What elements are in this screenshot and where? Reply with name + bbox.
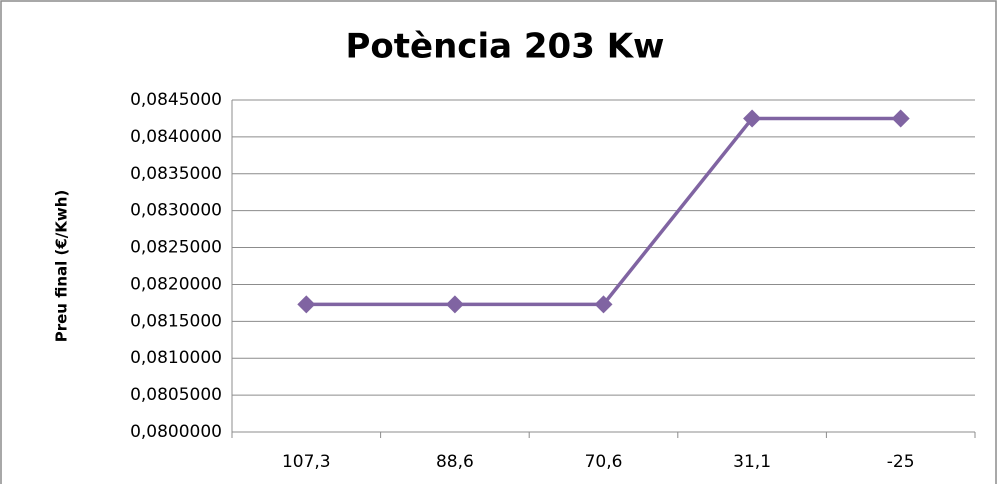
- y-tick-label: 0,0830000: [130, 201, 222, 221]
- marker: [743, 109, 762, 128]
- marker: [297, 295, 316, 314]
- marker: [891, 109, 910, 128]
- y-tick-label: 0,0815000: [130, 311, 222, 331]
- y-tick-label: 0,0835000: [130, 164, 222, 184]
- x-tick-label: -25: [887, 452, 915, 472]
- x-tick-label: 88,6: [436, 452, 474, 472]
- chart-title: Potència 203 Kw: [346, 27, 665, 67]
- y-tick-label: 0,0845000: [130, 90, 222, 110]
- marker: [594, 295, 613, 314]
- marker: [445, 295, 464, 314]
- x-tick-label: 31,1: [733, 452, 771, 472]
- y-tick-label: 0,0820000: [130, 274, 222, 294]
- x-tick-label: 70,6: [585, 452, 623, 472]
- y-axis-label: Preu final (€/Kwh): [53, 190, 71, 343]
- x-tick-label: 107,3: [282, 452, 331, 472]
- y-tick-label: 0,0805000: [130, 385, 222, 405]
- y-tick-label: 0,0810000: [130, 348, 222, 368]
- y-tick-label: 0,0840000: [130, 127, 222, 147]
- y-tick-label: 0,0800000: [130, 422, 222, 442]
- y-tick-label: 0,0825000: [130, 238, 222, 258]
